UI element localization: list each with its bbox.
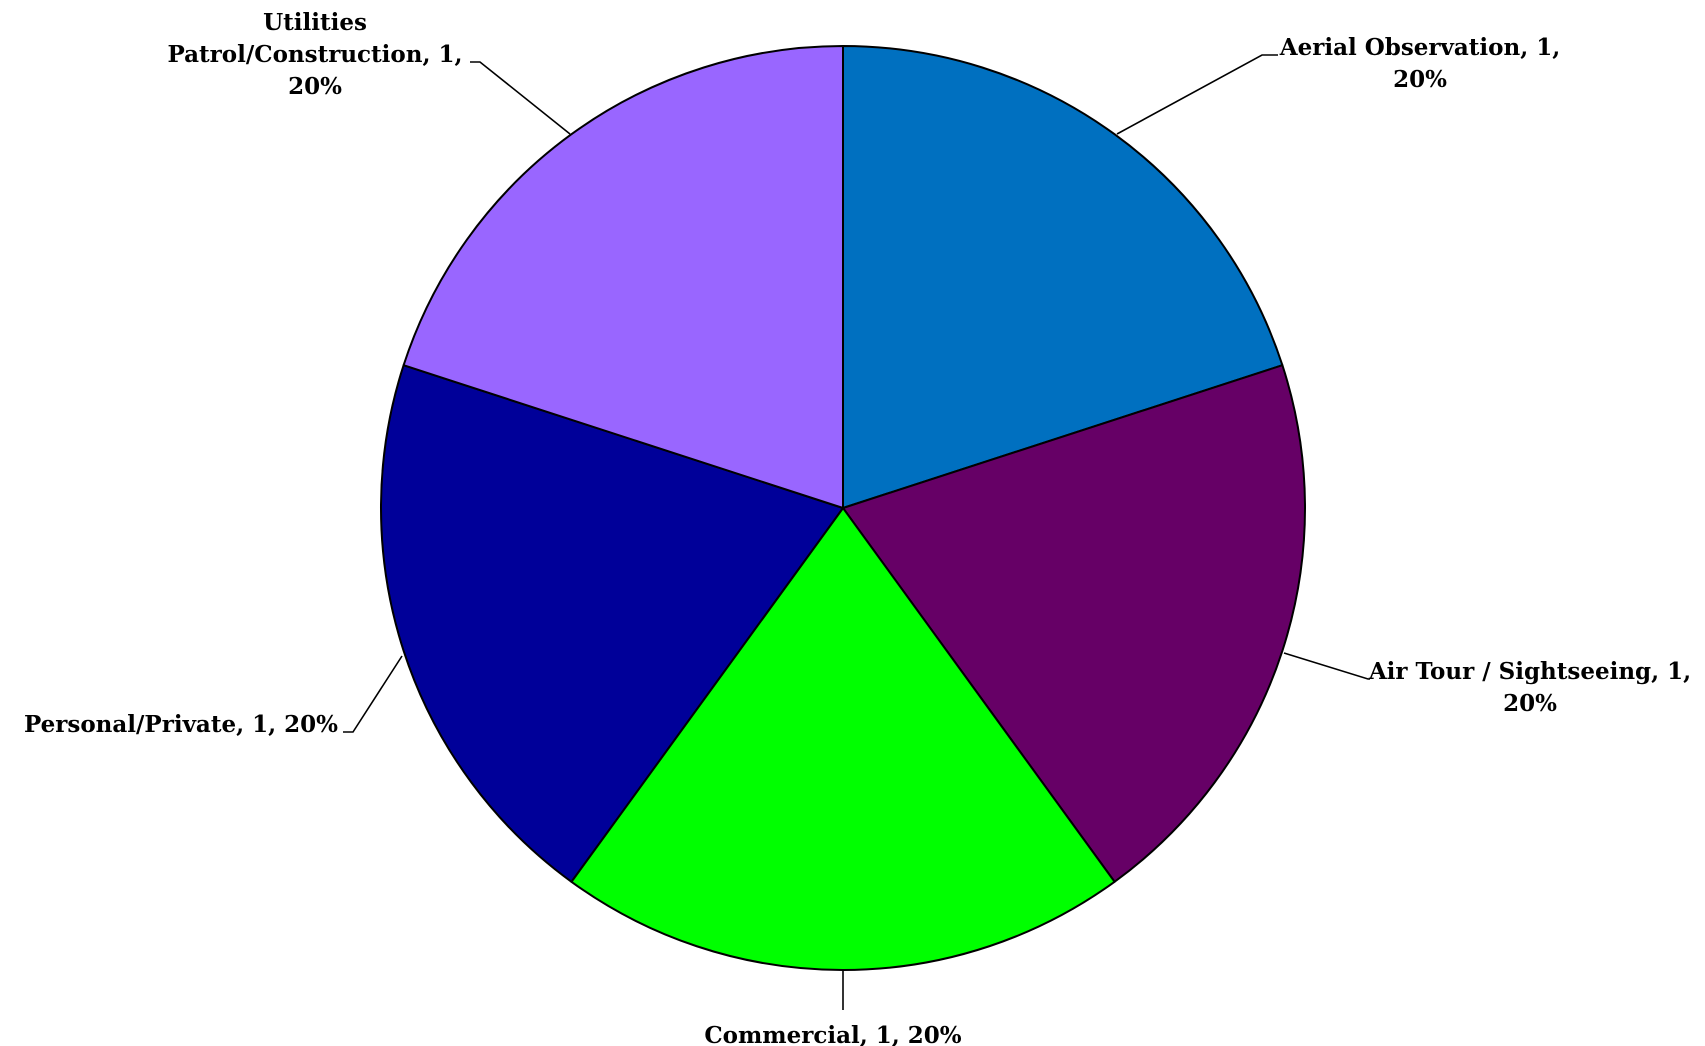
data-label-line: Commercial, 1, 20% — [704, 1022, 961, 1046]
pie-slice-5 — [402, 45, 844, 509]
data-label-line: Personal/Private, 1, 20% — [24, 711, 338, 738]
data-label-2: Air Tour / Sightseeing, 1, 20% — [1368, 658, 1691, 717]
data-label-line: Patrol/Construction, 1, — [167, 41, 462, 68]
data-label-line: Aerial Observation, 1, — [1279, 34, 1561, 61]
data-label-line: 20% — [1503, 690, 1557, 717]
pie-slices — [380, 45, 1306, 971]
leader-line-4 — [343, 655, 403, 733]
leader-line-5 — [470, 61, 571, 135]
data-label-line: 20% — [1393, 66, 1447, 93]
data-label-line: 20% — [288, 73, 342, 100]
data-label-5: Utilities Patrol/Construction, 1, 20% — [167, 9, 462, 100]
leader-line-2 — [1283, 652, 1370, 680]
data-label-line: Air Tour / Sightseeing, 1, — [1368, 658, 1691, 685]
pie-slice-2 — [842, 364, 1306, 883]
data-label-1: Aerial Observation, 1, 20% — [1279, 34, 1561, 93]
leader-lines — [343, 54, 1370, 1010]
data-label-4: Personal/Private, 1, 20% — [24, 711, 338, 738]
data-label-3: Commercial, 1, 20% — [704, 1022, 961, 1046]
pie-slice-1 — [842, 45, 1284, 509]
data-label-line: Utilities — [263, 9, 367, 36]
leader-line-1 — [1116, 54, 1278, 135]
pie-slice-4 — [380, 364, 844, 883]
data-labels: Aerial Observation, 1, 20%Air Tour / Sigh… — [24, 9, 1691, 1046]
pie-slice-3 — [570, 507, 1116, 971]
